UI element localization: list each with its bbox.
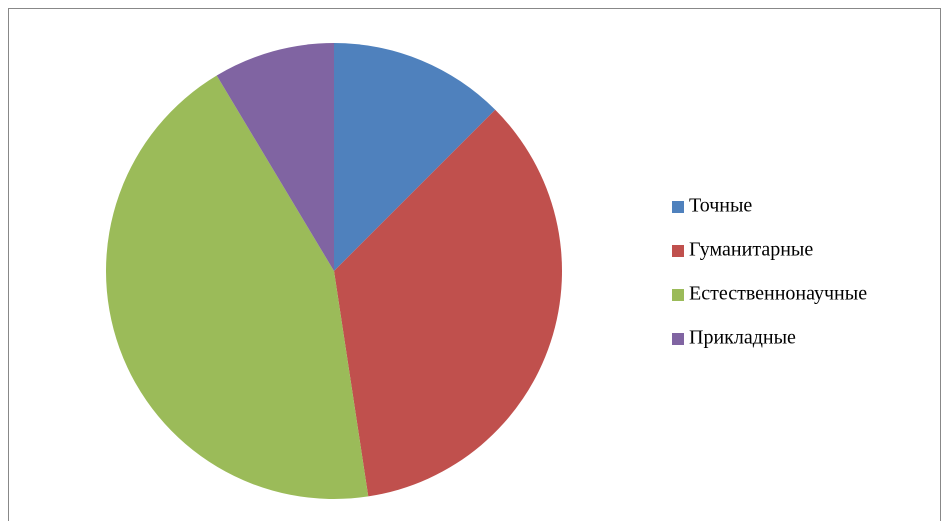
pie-slice (334, 109, 563, 497)
pie-slice (105, 75, 369, 500)
pie-slice (216, 43, 334, 271)
legend-label: Естественнонаучные (689, 283, 867, 305)
legend-label: Прикладные (689, 327, 796, 349)
legend-swatch (672, 245, 684, 257)
pie-slice (334, 43, 496, 271)
legend-swatch (672, 289, 684, 301)
legend-swatch (672, 333, 684, 345)
legend-swatch (672, 201, 684, 213)
legend-label: Точные (689, 195, 752, 217)
legend-label: Гуманитарные (689, 239, 813, 261)
